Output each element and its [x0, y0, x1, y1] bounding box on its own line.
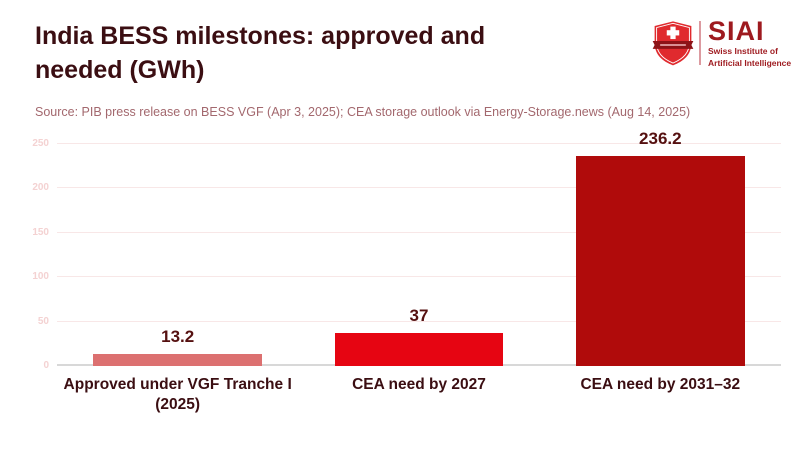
- logo-subtitle-line2: Artificial Intelligence: [708, 57, 792, 68]
- page-title-line1: India BESS milestones: approved and: [35, 22, 486, 50]
- gridline: [57, 320, 781, 322]
- logo: SIAI Swiss Institute of Artificial Intel…: [652, 18, 791, 68]
- y-axis-tick-label: 200: [32, 182, 49, 194]
- x-axis-label-text: CEA need by 2031–32: [580, 376, 741, 393]
- gridline: [57, 187, 781, 189]
- bar-value-label: 236.2: [639, 129, 682, 149]
- bar-group: 236.2: [540, 129, 781, 366]
- swiss-shield-icon: [652, 21, 694, 66]
- y-axis-tick-label: 150: [32, 226, 49, 238]
- gridline: [57, 143, 781, 144]
- bar-value-label: 13.2: [161, 327, 195, 347]
- bar-group: 37: [298, 144, 539, 366]
- y-axis-tick-label: 250: [32, 138, 49, 149]
- logo-subtitle-line1: Swiss Institute of: [708, 46, 778, 56]
- gridline: [57, 276, 781, 278]
- logo-text: SIAI Swiss Institute of Artificial Intel…: [708, 18, 791, 68]
- y-axis-tick-label: 0: [43, 360, 49, 371]
- x-axis-label-text: CEA need by 2027: [352, 376, 486, 393]
- x-axis-label: CEA need by 2027: [298, 375, 539, 415]
- y-axis: 0 50 100 150 200 250: [21, 138, 53, 371]
- x-axis-labels: Approved under VGF Tranche I (2025) CEA n…: [57, 375, 781, 415]
- bar-value-label: 37: [409, 306, 429, 326]
- bar: [334, 333, 504, 366]
- logo-brand: SIAI: [708, 16, 765, 46]
- plot-area: 0 50 100 150 200 250 13.2 37 236.2: [32, 129, 781, 371]
- y-axis-tick-label: 100: [32, 271, 49, 283]
- bar: [93, 354, 263, 366]
- gridline: [57, 231, 781, 233]
- x-axis-label: CEA need by 2031–32: [540, 375, 781, 415]
- page-title: India BESS milestones: approved and need…: [35, 19, 625, 87]
- source-note: Source: PIB press release on BESS VGF (A…: [35, 105, 691, 119]
- logo-divider: [699, 21, 701, 65]
- bars-row: 13.2 37 236.2: [57, 129, 781, 366]
- bar-group: 13.2: [57, 144, 298, 366]
- x-axis-label: Approved under VGF Tranche I (2025): [57, 375, 298, 415]
- x-axis-label-text: Approved under VGF Tranche I (2025): [63, 376, 292, 413]
- page-title-line2: needed (GWh): [35, 56, 205, 84]
- y-axis-tick-label: 50: [37, 315, 49, 327]
- bar: [575, 156, 745, 366]
